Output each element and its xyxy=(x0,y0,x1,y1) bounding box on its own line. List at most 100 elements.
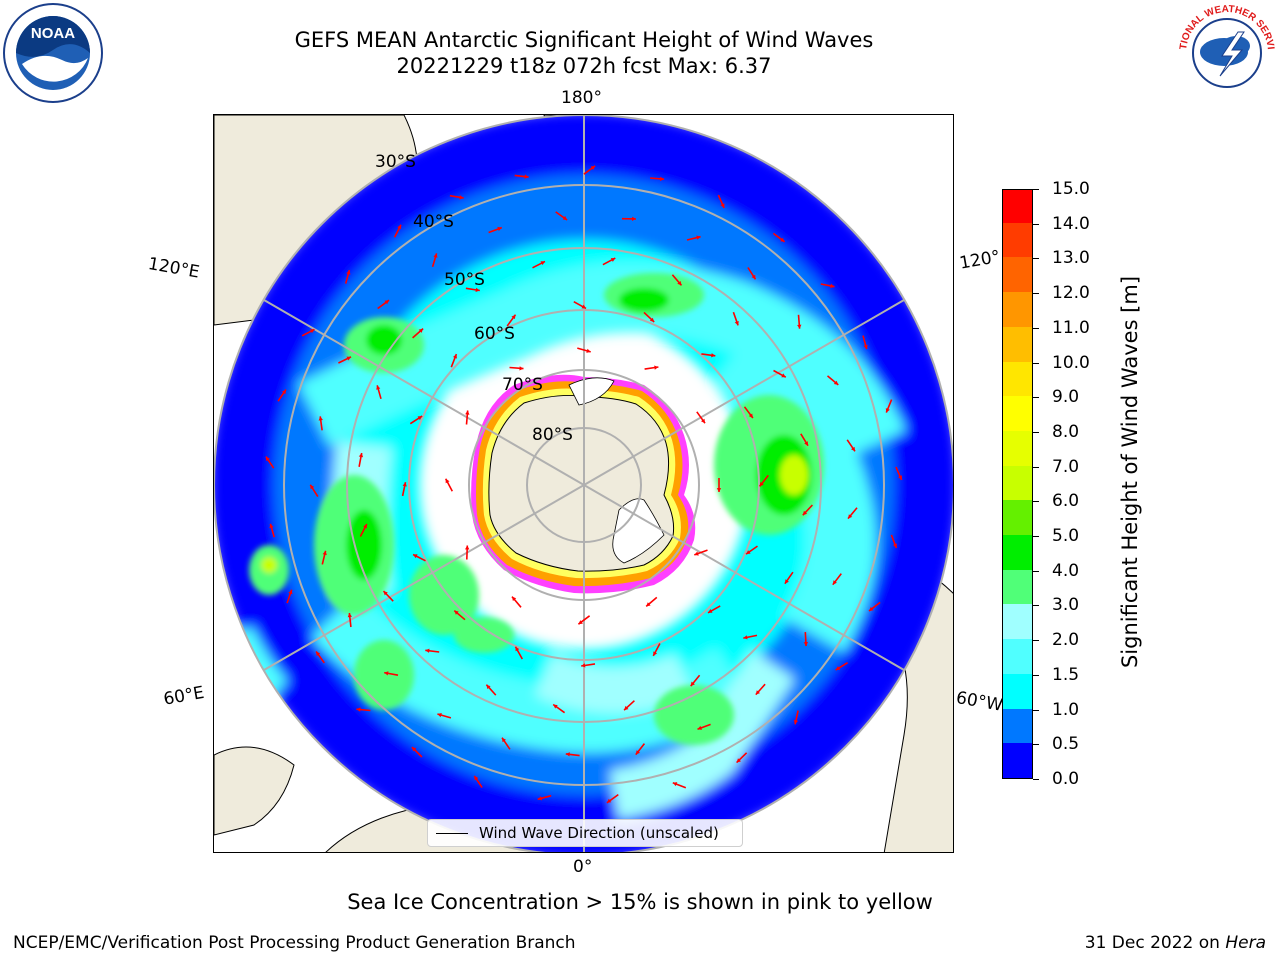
wave-direction-arrow xyxy=(635,743,646,756)
wave-direction-arrow xyxy=(537,794,552,801)
wave-direction-arrow xyxy=(835,662,849,671)
wave-direction-arrow xyxy=(344,269,351,284)
colorbar-segment xyxy=(1003,395,1032,431)
wave-direction-arrow xyxy=(277,389,287,402)
map-panel: Wind Wave Direction (unscaled) xyxy=(213,114,954,853)
wave-direction-arrow xyxy=(803,632,808,647)
wave-direction-arrow xyxy=(401,482,407,497)
wave-direction-arrow xyxy=(784,571,794,585)
colorbar-tick xyxy=(1033,674,1039,676)
graticule xyxy=(214,115,953,852)
wave-direction-arrow xyxy=(382,590,394,602)
colorbar-tick xyxy=(1033,744,1039,746)
wave-direction-arrow xyxy=(465,545,470,560)
wave-direction-arrow xyxy=(338,356,352,364)
colorbar-segment xyxy=(1003,256,1032,293)
wave-direction-arrow xyxy=(644,365,659,370)
wave-direction-arrow xyxy=(672,781,687,789)
colorbar-tick xyxy=(1033,536,1039,538)
lon-label-right-lower: 60°W xyxy=(954,688,1005,716)
wave-direction-arrow xyxy=(565,752,580,757)
wave-direction-arrow xyxy=(377,299,390,310)
wave-direction-arrow xyxy=(301,328,315,337)
lon-label-left-lower: 60°E xyxy=(162,682,206,710)
lat-label-80s: 80°S xyxy=(532,425,573,445)
colorbar-tick-label: 1.0 xyxy=(1052,699,1080,720)
wave-direction-arrow xyxy=(847,507,858,520)
colorbar-segment xyxy=(1003,673,1032,709)
footer-date-text: 31 Dec 2022 on xyxy=(1084,933,1220,953)
colorbar-segment xyxy=(1003,499,1032,536)
colorbar-segment xyxy=(1003,603,1032,640)
colorbar-title-text: Significant Height of Wind Waves [m] xyxy=(1118,275,1142,669)
lat-label-70s: 70°S xyxy=(502,375,543,395)
wave-direction-arrow xyxy=(359,523,368,537)
wave-direction-arrow xyxy=(694,549,708,556)
colorbar-tick xyxy=(1033,189,1039,190)
wave-direction-arrow xyxy=(701,353,716,358)
wave-direction-arrow xyxy=(885,399,893,413)
wave-direction-arrow xyxy=(318,416,323,431)
wave-direction-arrow xyxy=(321,550,327,565)
sea-ice-caption: Sea Ice Concentration > 15% is shown in … xyxy=(347,890,933,914)
wave-direction-arrow xyxy=(356,707,371,712)
wave-direction-arrow xyxy=(652,643,661,657)
colorbar-segment xyxy=(1003,708,1032,744)
colorbar-tick-label: 0.0 xyxy=(1052,769,1080,789)
colorbar-segment xyxy=(1003,534,1032,570)
wave-direction-arrow xyxy=(265,456,275,469)
wave-direction-arrow xyxy=(686,235,701,241)
colorbar-segment xyxy=(1003,291,1032,327)
wave-direction-arrow xyxy=(623,700,635,711)
wave-direction-arrow xyxy=(743,406,754,419)
wave-direction-arrow xyxy=(606,793,619,804)
wave-direction-arrow xyxy=(745,545,758,555)
colorbar-tick-label: 8.0 xyxy=(1052,421,1080,442)
wave-direction-arrow xyxy=(347,612,352,628)
wave-direction-arrow xyxy=(555,211,568,221)
wave-direction-arrow xyxy=(736,752,748,764)
title-line-1: GEFS MEAN Antarctic Significant Height o… xyxy=(294,28,874,52)
wave-direction-arrow xyxy=(409,415,423,425)
footer-date: 31 Dec 2022 on Hera xyxy=(1085,933,1266,953)
colorbar-segment xyxy=(1003,326,1032,362)
colorbar-tick xyxy=(1033,293,1039,295)
wave-direction-arrow xyxy=(269,523,275,538)
wave-direction-arrow xyxy=(800,433,809,447)
wave-direction-arrow xyxy=(707,605,721,614)
wave-direction-arrow xyxy=(465,287,480,292)
lon-label-top: 180° xyxy=(561,88,602,108)
colorbar-segment xyxy=(1003,430,1032,466)
wind-wave-arrows xyxy=(265,165,903,804)
wave-direction-arrow xyxy=(643,311,655,323)
wave-direction-arrow xyxy=(444,478,454,492)
colorbar-tick xyxy=(1033,709,1039,711)
wave-direction-arrow xyxy=(717,194,725,209)
wave-direction-arrow xyxy=(820,283,835,288)
wave-direction-arrow xyxy=(621,216,637,221)
lon-label-right-upper: 120° xyxy=(958,246,1002,274)
wave-direction-arrow xyxy=(690,674,701,687)
colorbar-tick-label: 0.5 xyxy=(1052,734,1080,755)
wave-direction-arrow xyxy=(747,267,757,280)
map-svg xyxy=(214,115,953,852)
lat-label-50s: 50°S xyxy=(444,270,485,290)
lat-label-40s: 40°S xyxy=(413,212,454,232)
wave-direction-arrow xyxy=(501,737,511,750)
colorbar-tick-label: 13.0 xyxy=(1052,248,1090,269)
colorbar-segment xyxy=(1003,742,1032,778)
colorbar-tick xyxy=(1033,501,1039,503)
colorbar-tick-label: 7.0 xyxy=(1052,456,1080,477)
wave-direction-arrow xyxy=(732,311,739,326)
wave-direction-arrow xyxy=(577,347,591,353)
wave-direction-arrow xyxy=(511,596,522,608)
wave-direction-arrow xyxy=(431,253,438,268)
lon-label-left-upper: 120°E xyxy=(146,254,201,283)
noaa-logo: NOAA xyxy=(3,3,103,103)
colorbar-tick xyxy=(1033,570,1039,572)
wave-direction-arrow xyxy=(895,466,903,481)
wave-direction-arrow xyxy=(449,194,464,200)
wave-direction-arrow xyxy=(645,596,658,608)
wave-direction-arrow xyxy=(453,609,466,621)
wave-direction-arrow xyxy=(384,671,399,676)
